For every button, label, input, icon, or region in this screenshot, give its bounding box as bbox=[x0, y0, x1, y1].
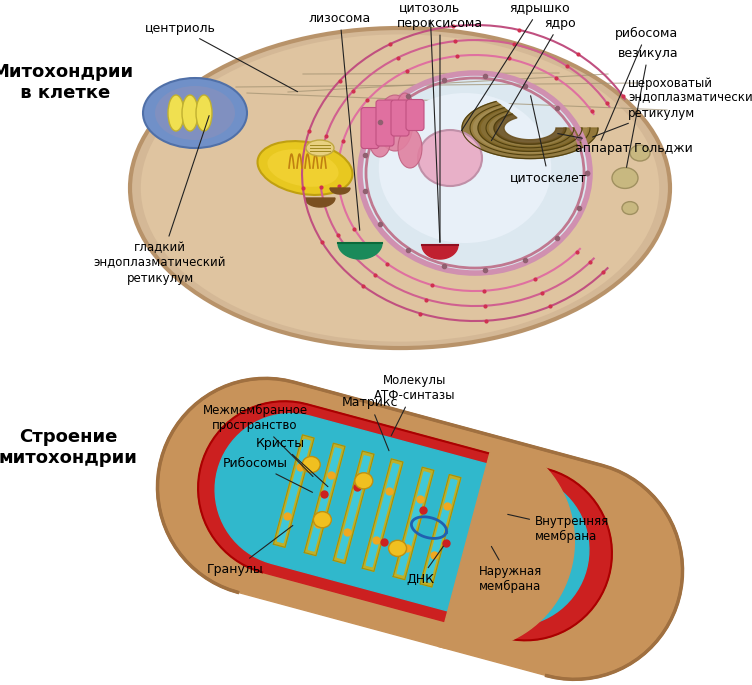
Text: везикула: везикула bbox=[618, 47, 678, 167]
Ellipse shape bbox=[398, 128, 422, 168]
Text: Гранулы: Гранулы bbox=[207, 525, 293, 575]
Ellipse shape bbox=[130, 28, 670, 348]
Text: лизосома: лизосома bbox=[309, 12, 371, 230]
Ellipse shape bbox=[418, 130, 482, 186]
Polygon shape bbox=[397, 472, 430, 575]
Text: ядро: ядро bbox=[491, 16, 576, 140]
Polygon shape bbox=[215, 414, 589, 626]
Polygon shape bbox=[305, 443, 345, 556]
FancyBboxPatch shape bbox=[376, 100, 394, 146]
Text: Наружная
мембрана: Наружная мембрана bbox=[478, 547, 541, 593]
Text: Строение
митохондрии: Строение митохондрии bbox=[0, 428, 138, 467]
Text: пероксисома: пероксисома bbox=[397, 16, 483, 242]
Ellipse shape bbox=[268, 149, 338, 187]
Ellipse shape bbox=[168, 95, 184, 131]
Ellipse shape bbox=[141, 34, 660, 342]
Polygon shape bbox=[494, 114, 566, 145]
FancyBboxPatch shape bbox=[391, 100, 409, 136]
Text: Митохондрии
 в клетке: Митохондрии в клетке bbox=[0, 63, 133, 102]
Polygon shape bbox=[366, 464, 399, 566]
Polygon shape bbox=[333, 451, 374, 564]
FancyBboxPatch shape bbox=[406, 99, 424, 131]
Ellipse shape bbox=[196, 95, 212, 131]
Ellipse shape bbox=[389, 540, 407, 556]
Ellipse shape bbox=[379, 93, 551, 243]
Polygon shape bbox=[198, 401, 612, 640]
Ellipse shape bbox=[155, 86, 235, 140]
Ellipse shape bbox=[143, 78, 247, 148]
Ellipse shape bbox=[306, 140, 334, 156]
Polygon shape bbox=[422, 245, 458, 259]
Text: Межмембранное
пространство: Межмембранное пространство bbox=[202, 404, 313, 477]
Polygon shape bbox=[308, 448, 341, 551]
Text: ядрышко: ядрышко bbox=[462, 1, 570, 131]
Polygon shape bbox=[305, 198, 335, 207]
FancyBboxPatch shape bbox=[361, 108, 379, 149]
Text: Рибосомы: Рибосомы bbox=[223, 457, 313, 493]
Text: цитоскелет: цитоскелет bbox=[510, 96, 587, 184]
Ellipse shape bbox=[630, 145, 650, 161]
Ellipse shape bbox=[355, 473, 373, 489]
Polygon shape bbox=[438, 436, 575, 650]
Text: Матрикс: Матрикс bbox=[341, 397, 399, 451]
Polygon shape bbox=[362, 459, 403, 571]
Text: Кристы: Кристы bbox=[256, 437, 328, 487]
Polygon shape bbox=[274, 435, 314, 547]
Text: гладкий
эндоплазматический
ретикулум: гладкий эндоплазматический ретикулум bbox=[94, 116, 226, 284]
Ellipse shape bbox=[370, 129, 390, 157]
Polygon shape bbox=[277, 440, 310, 543]
Ellipse shape bbox=[182, 95, 198, 131]
Ellipse shape bbox=[622, 201, 638, 214]
Polygon shape bbox=[424, 479, 457, 582]
Text: рибосома: рибосома bbox=[601, 27, 678, 140]
Text: ДНК: ДНК bbox=[406, 546, 444, 586]
Polygon shape bbox=[420, 475, 461, 587]
Polygon shape bbox=[486, 111, 574, 148]
Polygon shape bbox=[338, 243, 382, 259]
Text: шероховатый
эндоплазматический
ретикулум: шероховатый эндоплазматический ретикулум bbox=[593, 77, 752, 137]
Text: Внутренняя
мембрана: Внутренняя мембрана bbox=[508, 514, 609, 543]
Polygon shape bbox=[337, 456, 370, 559]
Text: цитозоль: цитозоль bbox=[399, 1, 461, 242]
Ellipse shape bbox=[377, 95, 413, 151]
Ellipse shape bbox=[612, 168, 638, 188]
Text: центриоль: центриоль bbox=[144, 21, 298, 92]
Ellipse shape bbox=[314, 512, 332, 527]
Polygon shape bbox=[462, 101, 598, 159]
Polygon shape bbox=[470, 105, 590, 155]
Polygon shape bbox=[330, 188, 350, 194]
Ellipse shape bbox=[360, 73, 590, 273]
Polygon shape bbox=[393, 467, 434, 580]
Polygon shape bbox=[157, 378, 683, 680]
Text: Молекулы
АТФ-синтазы: Молекулы АТФ-синтазы bbox=[374, 374, 456, 436]
Ellipse shape bbox=[397, 93, 413, 123]
Ellipse shape bbox=[257, 141, 353, 195]
Ellipse shape bbox=[302, 456, 320, 473]
Polygon shape bbox=[478, 108, 582, 151]
Text: аппарат Гольджи: аппарат Гольджи bbox=[558, 134, 693, 155]
